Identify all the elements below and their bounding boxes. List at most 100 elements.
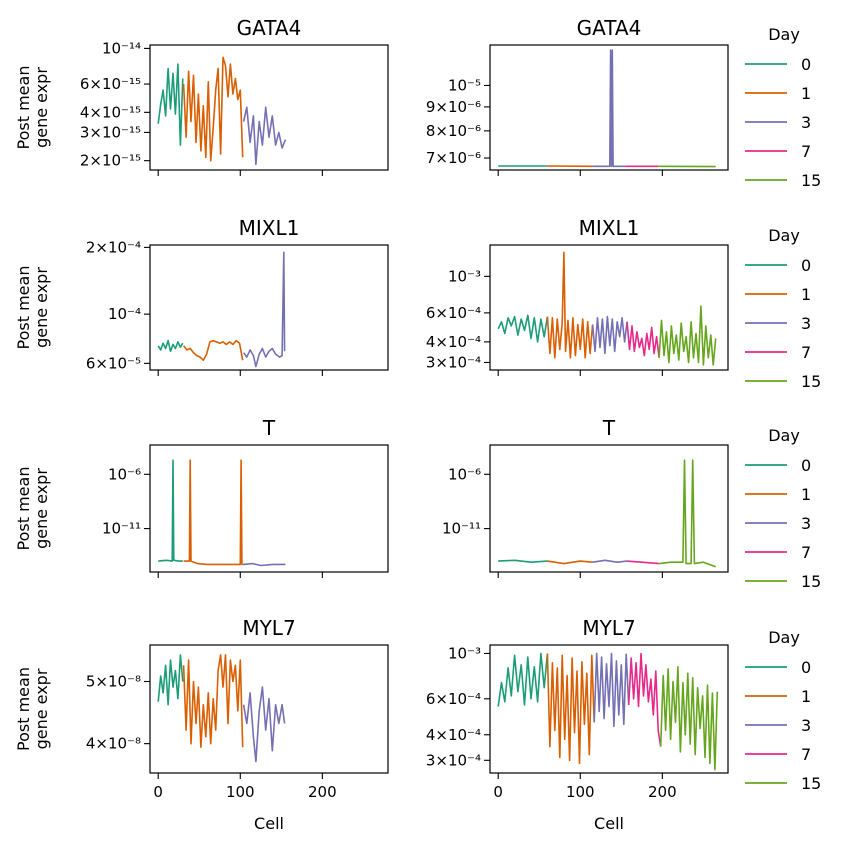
x-tick-label: 0 [153, 783, 163, 801]
series-line-day-0 [498, 559, 548, 564]
axes-frame [149, 244, 389, 371]
y-tick-label: 10⁻³ [448, 644, 481, 662]
panel-title: MYL7 [582, 616, 635, 640]
legend-label-day-7: 7 [801, 543, 811, 562]
series-line-day-3 [242, 562, 286, 567]
legend-title: Day [768, 226, 800, 245]
axes-frame [149, 644, 389, 774]
x-tick-label: 0 [493, 783, 503, 801]
series-line-day-0 [158, 459, 183, 562]
series-line-day-7 [627, 652, 662, 747]
series-line-day-15 [658, 305, 717, 366]
panel-title: T [602, 416, 616, 440]
series-line-day-3 [591, 315, 628, 355]
axes-frame [489, 244, 729, 371]
legend-label-day-15: 15 [801, 372, 821, 391]
series-line-day-15 [659, 459, 716, 568]
legend-label-day-15: 15 [801, 774, 821, 793]
series-line-day-0 [157, 339, 184, 353]
legend-label-day-1: 1 [801, 84, 811, 103]
legend-label-day-7: 7 [801, 142, 811, 161]
series-line-day-1 [547, 560, 593, 565]
x-tick-label: 100 [226, 783, 255, 801]
legend-title: Day [768, 628, 800, 647]
y-tick-label: 3×10⁻⁴ [426, 353, 481, 371]
y-axis-label-line2: gene expr [32, 668, 51, 749]
y-tick-label: 2×10⁻¹⁵ [80, 152, 141, 170]
x-axis-label: Cell [254, 814, 284, 833]
y-tick-label: 10⁻⁴ [108, 305, 141, 323]
legend-label-day-1: 1 [801, 285, 811, 304]
y-tick-label: 2×10⁻⁴ [86, 238, 141, 256]
y-tick-label: 10⁻⁶ [108, 465, 141, 483]
y-tick-label: 10⁻⁵ [448, 76, 481, 94]
series-line-day-3 [592, 49, 626, 168]
y-tick-label: 10⁻¹⁴ [102, 39, 141, 57]
y-axis-label: Post meangene expr [14, 667, 51, 751]
panel-myl7-right: MYL7 10⁻³ 6×10⁻⁴ 4×10⁻⁴ 3×10⁻⁴ 0 100 200 Cell [426, 616, 729, 833]
legend-title: Day [768, 426, 800, 445]
series-line-day-0 [497, 314, 549, 343]
y-axis-label-line2: gene expr [32, 67, 51, 148]
legend-label-day-7: 7 [801, 343, 811, 362]
y-tick-label: 4×10⁻⁴ [426, 726, 481, 744]
y-axis-label-line1: Post mean [14, 667, 33, 751]
legend-label-day-1: 1 [801, 485, 811, 504]
series-line-day-3 [242, 251, 286, 368]
y-tick-label: 6×10⁻⁴ [426, 304, 481, 322]
y-tick-label: 3×10⁻¹⁵ [80, 123, 141, 141]
series-line-day-3 [592, 559, 628, 564]
series-line-day-0 [157, 654, 184, 706]
legend-label-day-3: 3 [801, 514, 811, 533]
legend-label-day-0: 0 [801, 256, 811, 275]
y-axis-label-line2: gene expr [32, 267, 51, 348]
legend-label-day-0: 0 [801, 456, 811, 475]
legend-label-day-3: 3 [801, 716, 811, 735]
y-tick-label: 3×10⁻⁴ [426, 751, 481, 769]
y-tick-label: 7×10⁻⁶ [426, 149, 481, 167]
panel-mixl1-left: MIXL1 2×10⁻⁴ 10⁻⁴ 6×10⁻⁵ Post meangene expr [14, 216, 389, 376]
legend-title: Day [768, 25, 800, 44]
panel-gata4-right: GATA4 10⁻⁵ 9×10⁻⁶ 8×10⁻⁶ 7×10⁻⁶ [426, 16, 729, 176]
y-tick-label: 4×10⁻⁸ [86, 735, 141, 753]
y-axis-label-line1: Post mean [14, 467, 33, 551]
axes-frame [149, 444, 389, 573]
y-tick-label: 6×10⁻¹⁵ [80, 75, 141, 93]
legend-label-day-0: 0 [801, 55, 811, 74]
y-tick-label: 6×10⁻⁵ [86, 354, 141, 372]
panel-title: MIXL1 [579, 216, 640, 240]
series-line-day-1 [182, 56, 244, 162]
y-axis-label-line1: Post mean [14, 66, 33, 150]
legend-label-day-3: 3 [801, 113, 811, 132]
legend-label-day-7: 7 [801, 745, 811, 764]
y-tick-label: 4×10⁻¹⁵ [80, 103, 141, 121]
panel-title: MYL7 [242, 616, 295, 640]
panel-title: T [262, 416, 276, 440]
panel-t-left: T 10⁻⁶ 10⁻¹¹ Post meangene expr [14, 416, 389, 578]
panel-title: GATA4 [237, 16, 302, 40]
y-tick-label: 6×10⁻⁴ [426, 690, 481, 708]
panel-title: GATA4 [577, 16, 642, 40]
series-line-day-1 [546, 251, 594, 359]
y-tick-label: 10⁻⁶ [448, 465, 481, 483]
y-axis-label: Post meangene expr [14, 467, 51, 551]
series-line-day-1 [546, 653, 595, 765]
series-line-day-0 [157, 63, 184, 146]
legend-label-day-15: 15 [801, 572, 821, 591]
y-axis-label: Post meangene expr [14, 66, 51, 150]
y-axis-label-line1: Post mean [14, 266, 33, 350]
series-line-day-1 [182, 654, 244, 749]
x-axis-label: Cell [594, 814, 624, 833]
y-tick-label: 9×10⁻⁶ [426, 98, 481, 116]
y-tick-label: 10⁻¹¹ [442, 520, 481, 538]
series-line-day-7 [627, 560, 660, 565]
panel-t-right: T 10⁻⁶ 10⁻¹¹ [442, 416, 729, 578]
legend-label-day-15: 15 [801, 171, 821, 190]
legend-label-day-0: 0 [801, 658, 811, 677]
series-line-day-1 [183, 459, 243, 566]
axes-frame [489, 44, 729, 171]
series-line-day-3 [242, 106, 287, 166]
